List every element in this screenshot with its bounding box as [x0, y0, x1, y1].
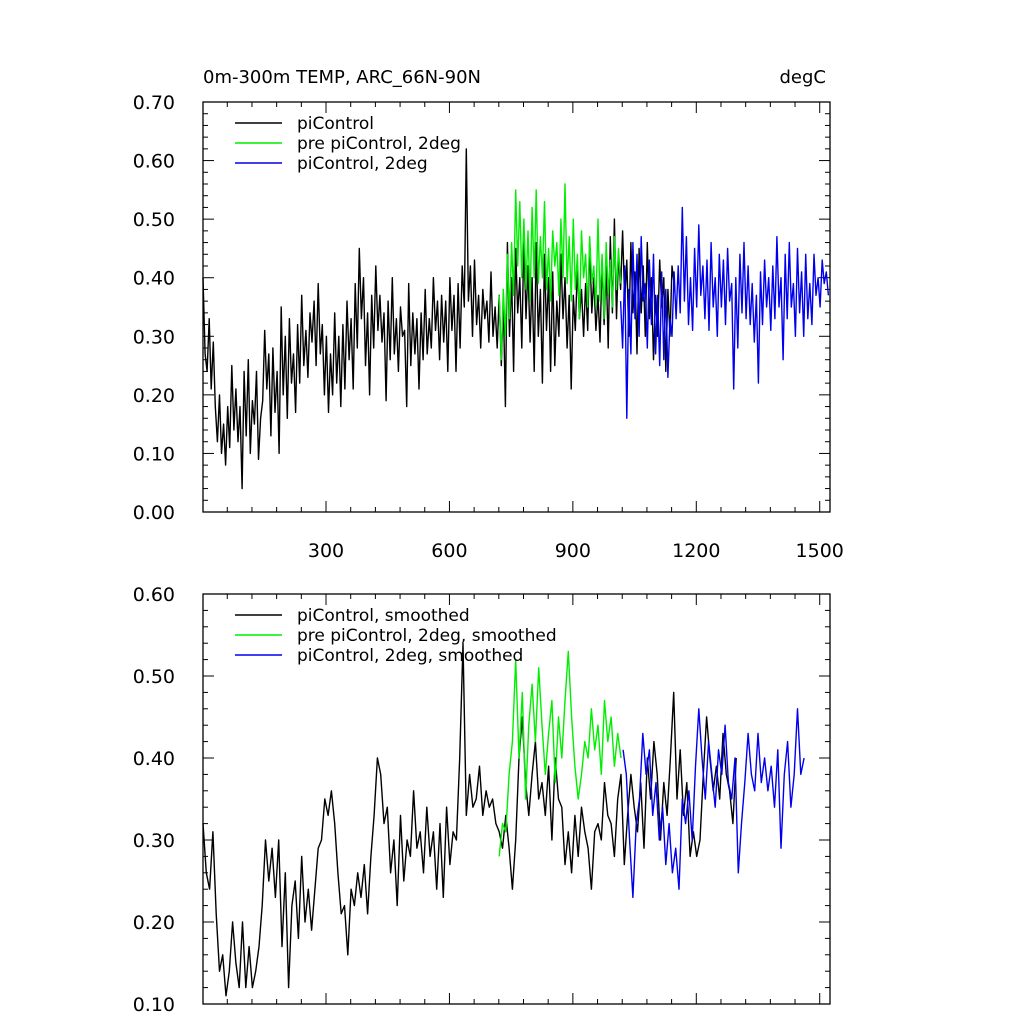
- x-tick-label: 1500: [796, 540, 844, 562]
- top-plot-frame: [202, 101, 831, 513]
- series-line-picontrol: [202, 148, 675, 490]
- series-line-picontrol-2deg: [619, 206, 830, 419]
- x-tick-label: 300: [308, 540, 344, 562]
- y-tick-label: 0.10: [133, 994, 175, 1016]
- top-y-axis: 0.00 0.10 0.20 0.30 0.40 0.50 0.60 0.70: [133, 92, 830, 524]
- y-tick-label: 0.20: [133, 912, 175, 934]
- y-tick-label: 0.30: [133, 326, 175, 348]
- bottom-y-axis: 0.10 0.20 0.30 0.40 0.50 0.60: [133, 584, 830, 1016]
- series-line-pre-picontrol-2deg-smoothed: [498, 650, 622, 857]
- legend-label: pre piControl, 2deg: [297, 134, 461, 154]
- y-tick-label: 0.50: [133, 666, 175, 688]
- x-tick-label: 600: [431, 540, 467, 562]
- top-title: 0m-300m TEMP, ARC_66N-90N: [203, 67, 481, 88]
- x-tick-label: 900: [555, 540, 591, 562]
- x-tick-label: 1200: [672, 540, 720, 562]
- legend-label: pre piControl, 2deg, smoothed: [297, 626, 557, 646]
- y-tick-label: 0.60: [133, 151, 175, 173]
- top-x-axis: 300 600 900 1200 1500: [226, 102, 844, 562]
- y-tick-label: 0.10: [133, 443, 175, 465]
- y-tick-label: 0.50: [133, 209, 175, 231]
- bottom-plot-frame: [202, 593, 831, 1005]
- y-tick-label: 0.70: [133, 92, 175, 114]
- y-tick-label: 0.00: [133, 502, 175, 524]
- y-tick-label: 0.40: [133, 268, 175, 290]
- y-tick-label: 0.60: [133, 584, 175, 606]
- series-line-pre-picontrol-2deg: [498, 183, 622, 361]
- bottom-x-axis: [226, 594, 821, 1004]
- legend-label: piControl, 2deg: [297, 154, 428, 174]
- series-line-picontrol-smoothed: [202, 642, 737, 997]
- legend-label: piControl: [297, 114, 374, 134]
- bottom-panel: 0.10 0.20 0.30 0.40 0.50 0.60 piControl, smoo…: [133, 584, 831, 1016]
- y-tick-label: 0.30: [133, 830, 175, 852]
- legend-label: piControl, 2deg, smoothed: [297, 646, 523, 666]
- y-tick-label: 0.40: [133, 748, 175, 770]
- top-units: degC: [780, 67, 827, 88]
- bottom-plot-area: [202, 642, 805, 997]
- y-tick-label: 0.20: [133, 385, 175, 407]
- top-panel: 0m-300m TEMP, ARC_66N-90N degC 0.000.100…: [133, 67, 844, 562]
- series-line-picontrol-2deg-smoothed: [622, 708, 805, 899]
- legend-label: piControl, smoothed: [297, 606, 470, 626]
- top-plot-area: [202, 148, 830, 490]
